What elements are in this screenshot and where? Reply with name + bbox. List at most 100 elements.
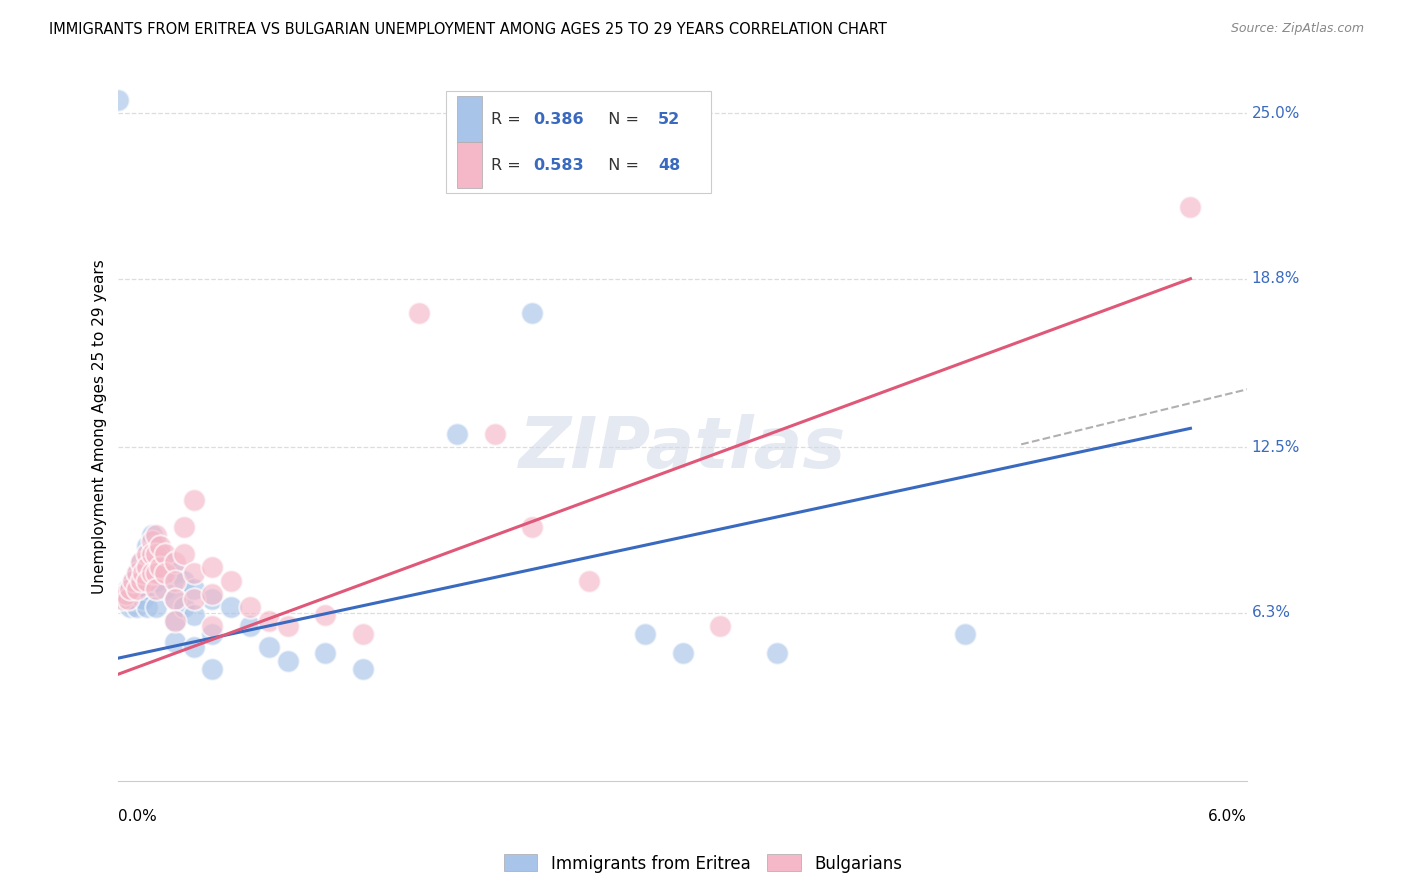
Point — [129, 574, 152, 588]
Point — [173, 574, 195, 588]
Point — [201, 560, 224, 574]
Point — [163, 635, 186, 649]
Point — [765, 646, 787, 660]
Point — [173, 600, 195, 615]
Point — [132, 566, 155, 580]
Point — [277, 654, 299, 668]
Text: 48: 48 — [658, 158, 681, 172]
Point — [155, 582, 177, 596]
Point — [145, 566, 167, 580]
Point — [115, 587, 138, 601]
Point — [314, 608, 336, 623]
Legend: Immigrants from Eritrea, Bulgarians: Immigrants from Eritrea, Bulgarians — [498, 847, 908, 880]
Point — [145, 528, 167, 542]
Point — [141, 547, 163, 561]
Point — [277, 619, 299, 633]
Text: 52: 52 — [658, 112, 681, 127]
Point — [163, 592, 186, 607]
Text: R =: R = — [491, 112, 526, 127]
Point — [122, 592, 145, 607]
Point — [201, 662, 224, 676]
Point — [149, 560, 172, 574]
Point — [149, 566, 172, 580]
Point — [145, 539, 167, 553]
Point — [111, 592, 134, 607]
Point — [132, 592, 155, 607]
Point — [163, 614, 186, 628]
Text: 0.386: 0.386 — [534, 112, 585, 127]
Point — [129, 555, 152, 569]
Point — [163, 592, 186, 607]
Point — [352, 662, 374, 676]
Point — [145, 582, 167, 596]
Text: R =: R = — [491, 158, 526, 172]
Point — [446, 426, 468, 441]
Point — [111, 592, 134, 607]
Point — [155, 555, 177, 569]
FancyBboxPatch shape — [446, 91, 711, 194]
Point — [183, 608, 205, 623]
Point — [709, 619, 731, 633]
Point — [201, 587, 224, 601]
Text: 6.3%: 6.3% — [1251, 605, 1291, 620]
Point — [201, 592, 224, 607]
Text: 6.0%: 6.0% — [1208, 809, 1247, 824]
Point — [163, 566, 186, 580]
Point — [149, 539, 172, 553]
Point — [257, 640, 280, 655]
Point — [135, 539, 157, 553]
Point — [141, 547, 163, 561]
Point — [135, 566, 157, 580]
Point — [127, 582, 149, 596]
Point — [183, 566, 205, 580]
Point — [201, 627, 224, 641]
Point — [257, 614, 280, 628]
Point — [953, 627, 976, 641]
Point — [173, 547, 195, 561]
Point — [183, 582, 205, 596]
Point — [135, 547, 157, 561]
Point — [117, 592, 139, 607]
Point — [117, 582, 139, 596]
Point — [141, 566, 163, 580]
Point — [127, 566, 149, 580]
Point — [129, 574, 152, 588]
Point — [578, 574, 600, 588]
Point — [122, 574, 145, 588]
Point — [314, 646, 336, 660]
Point — [127, 582, 149, 596]
Point — [484, 426, 506, 441]
Point — [239, 619, 262, 633]
Point — [239, 600, 262, 615]
Point — [183, 592, 205, 607]
Point — [115, 587, 138, 601]
Point — [129, 555, 152, 569]
Bar — [457, 142, 482, 188]
Point — [141, 566, 163, 580]
Point — [149, 547, 172, 561]
Text: Source: ZipAtlas.com: Source: ZipAtlas.com — [1230, 22, 1364, 36]
Text: 12.5%: 12.5% — [1251, 440, 1299, 455]
Point — [127, 566, 149, 580]
Point — [135, 574, 157, 588]
Point — [135, 582, 157, 596]
Point — [219, 574, 242, 588]
Point — [135, 560, 157, 574]
Point — [155, 566, 177, 580]
Point — [145, 600, 167, 615]
Point — [135, 600, 157, 615]
Point — [352, 627, 374, 641]
Point — [118, 600, 141, 615]
Text: N =: N = — [598, 112, 644, 127]
Point — [145, 547, 167, 561]
Point — [522, 306, 544, 320]
Point — [141, 528, 163, 542]
Point — [122, 574, 145, 588]
Point — [127, 600, 149, 615]
Text: N =: N = — [598, 158, 644, 172]
Text: 25.0%: 25.0% — [1251, 105, 1299, 120]
Point — [163, 555, 186, 569]
Point — [107, 93, 129, 107]
Point — [118, 582, 141, 596]
Text: 0.583: 0.583 — [534, 158, 585, 172]
